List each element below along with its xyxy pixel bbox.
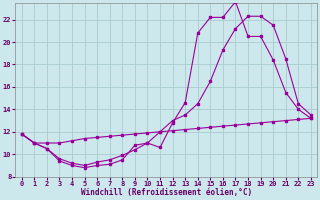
- X-axis label: Windchill (Refroidissement éolien,°C): Windchill (Refroidissement éolien,°C): [81, 188, 252, 197]
